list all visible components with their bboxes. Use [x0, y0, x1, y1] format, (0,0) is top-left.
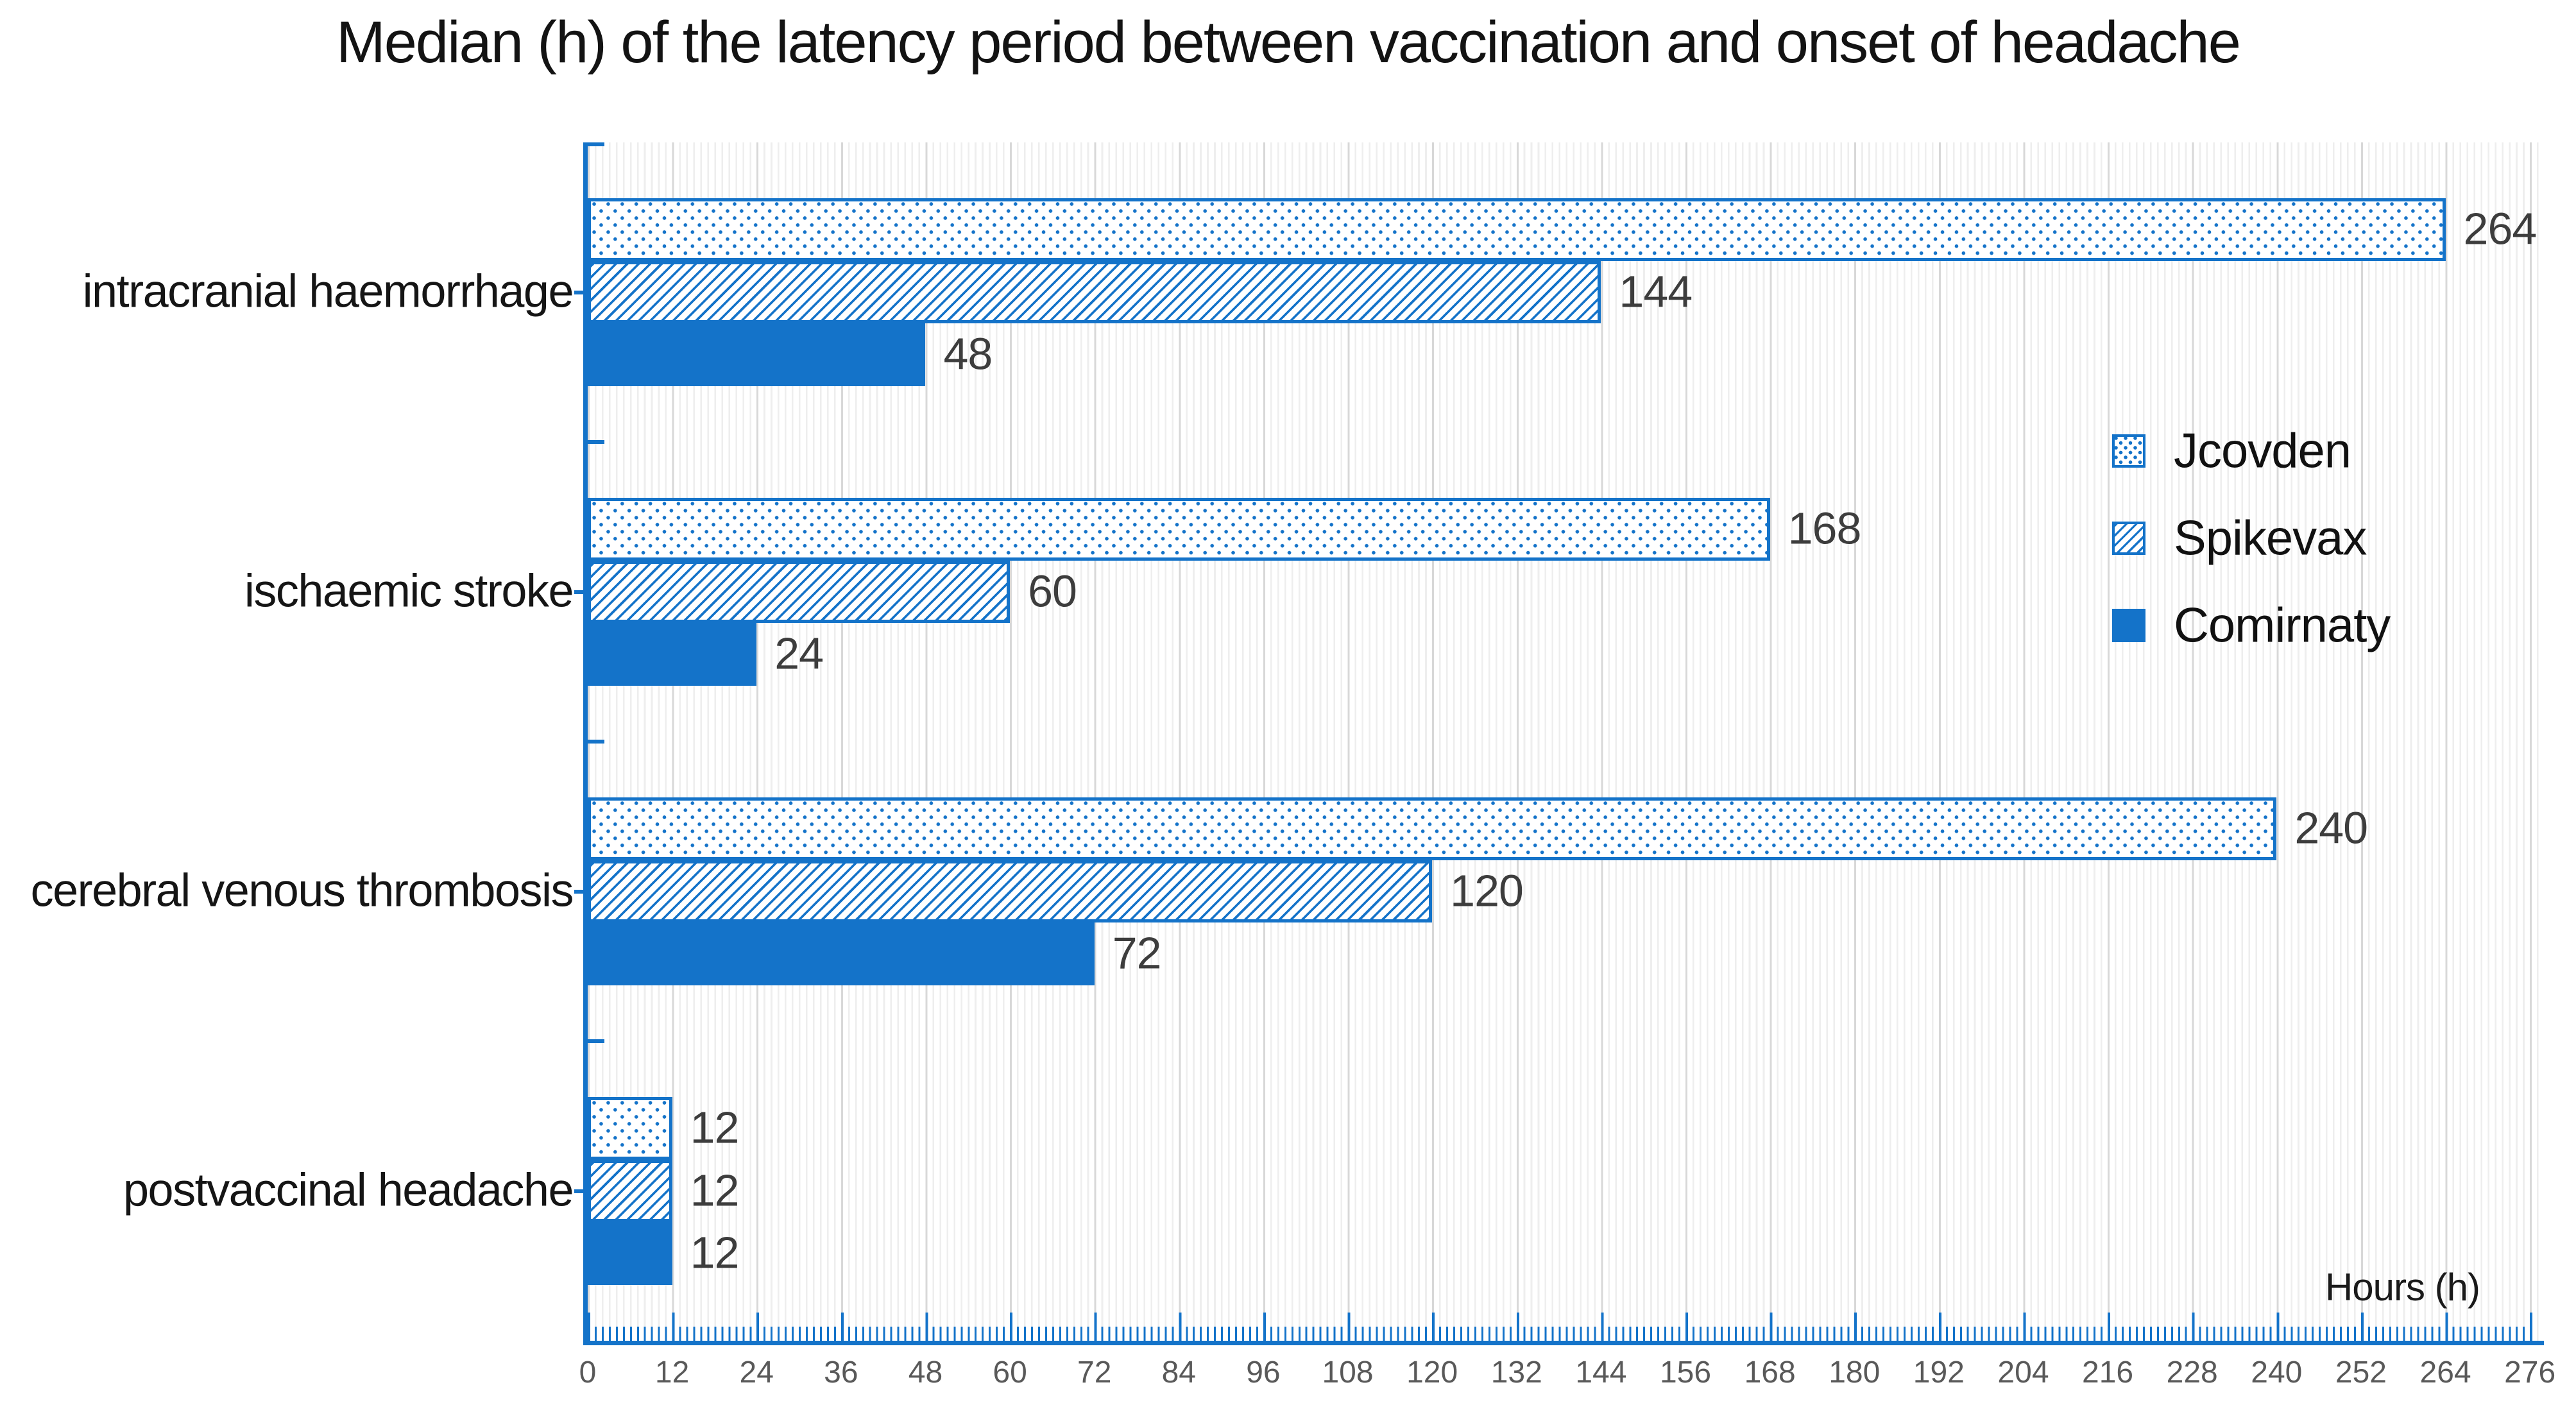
bar-value-label: 12	[690, 1227, 740, 1278]
x-tick-label: 180	[1829, 1356, 1881, 1390]
x-tick-label: 228	[2166, 1356, 2218, 1390]
x-tick-label: 144	[1575, 1356, 1627, 1390]
y-axis-category-tick	[574, 889, 588, 894]
y-axis-boundary-tick	[588, 440, 604, 444]
y-axis-category-tick	[574, 290, 588, 294]
x-tick-label: 120	[1406, 1356, 1458, 1390]
bar-jcovden	[588, 198, 2446, 261]
bar-value-label: 24	[774, 628, 824, 679]
y-axis-category-tick	[574, 1189, 588, 1193]
dots-swatch-icon	[2112, 434, 2145, 468]
bar-value-label: 12	[690, 1164, 740, 1215]
legend-label: Comirnaty	[2174, 598, 2391, 653]
bar-comirnaty	[588, 1222, 672, 1285]
x-tick-label: 72	[1077, 1356, 1112, 1390]
x-tick-label: 240	[2251, 1356, 2303, 1390]
x-tick-label: 168	[1744, 1356, 1796, 1390]
x-tick-label: 132	[1490, 1356, 1542, 1390]
bar-spikevax	[588, 860, 1433, 923]
category-label: intracranial haemorrhage	[82, 265, 574, 317]
y-axis-boundary-tick	[588, 142, 604, 146]
x-tick-label: 252	[2335, 1356, 2387, 1390]
x-tick-label: 60	[993, 1356, 1027, 1390]
diagonal-hatch-swatch-icon	[2112, 522, 2145, 555]
bar-value-label: 120	[1450, 865, 1524, 915]
bar-value-label: 48	[943, 328, 993, 379]
x-tick-label: 276	[2504, 1356, 2556, 1390]
category-label: postvaccinal headache	[123, 1164, 574, 1216]
x-tick-label: 84	[1161, 1356, 1196, 1390]
bar-value-label: 144	[1619, 266, 1693, 316]
x-tick-label: 204	[1997, 1356, 2049, 1390]
y-axis-category-tick	[574, 590, 588, 594]
bar-value-label: 72	[1112, 928, 1162, 978]
x-tick-label: 36	[824, 1356, 858, 1390]
bar-value-label: 168	[1787, 503, 1862, 554]
plot-area: 264 144 48 168 60 24 240 120 72 12 12 12	[588, 142, 2542, 1341]
legend-label: Jcovden	[2174, 423, 2351, 479]
bar-value-label: 264	[2463, 203, 2538, 254]
x-axis-title: Hours (h)	[2324, 1266, 2480, 1309]
x-axis-line	[583, 1341, 2544, 1345]
x-tick-label: 192	[1913, 1356, 1965, 1390]
bar-spikevax	[588, 260, 1601, 324]
y-axis-boundary-tick	[588, 740, 604, 744]
x-tick-label: 216	[2082, 1356, 2134, 1390]
bar-spikevax	[588, 560, 1011, 624]
bar-value-label: 12	[690, 1102, 740, 1153]
bar-value-label: 60	[1028, 565, 1077, 616]
category-label: ischaemic stroke	[244, 565, 574, 616]
x-tick-label: 156	[1659, 1356, 1712, 1390]
legend-label: Spikevax	[2174, 511, 2367, 566]
y-axis-boundary-tick	[588, 1039, 604, 1043]
chart-title: Median (h) of the latency period between…	[336, 10, 2241, 75]
x-tick-label: 12	[654, 1356, 690, 1390]
y-axis-line	[583, 142, 588, 1345]
x-tick-label: 108	[1322, 1356, 1374, 1390]
bar-value-label: 240	[2294, 803, 2368, 853]
bar-spikevax	[588, 1159, 672, 1223]
solid-swatch-icon	[2112, 609, 2145, 642]
bar-jcovden	[588, 498, 1770, 561]
x-tick-label: 0	[579, 1356, 597, 1390]
x-axis-minor-ticks	[588, 1327, 2533, 1341]
bar-jcovden	[588, 1097, 672, 1160]
bar-comirnaty	[588, 323, 926, 386]
category-label: cerebral venous thrombosis	[30, 864, 574, 916]
x-tick-label: 24	[739, 1356, 774, 1390]
x-tick-label: 264	[2419, 1356, 2471, 1390]
x-tick-label: 48	[908, 1356, 943, 1390]
bar-comirnaty	[588, 922, 1095, 985]
bar-comirnaty	[588, 623, 757, 686]
x-tick-label: 96	[1246, 1356, 1281, 1390]
bar-jcovden	[588, 797, 2277, 860]
